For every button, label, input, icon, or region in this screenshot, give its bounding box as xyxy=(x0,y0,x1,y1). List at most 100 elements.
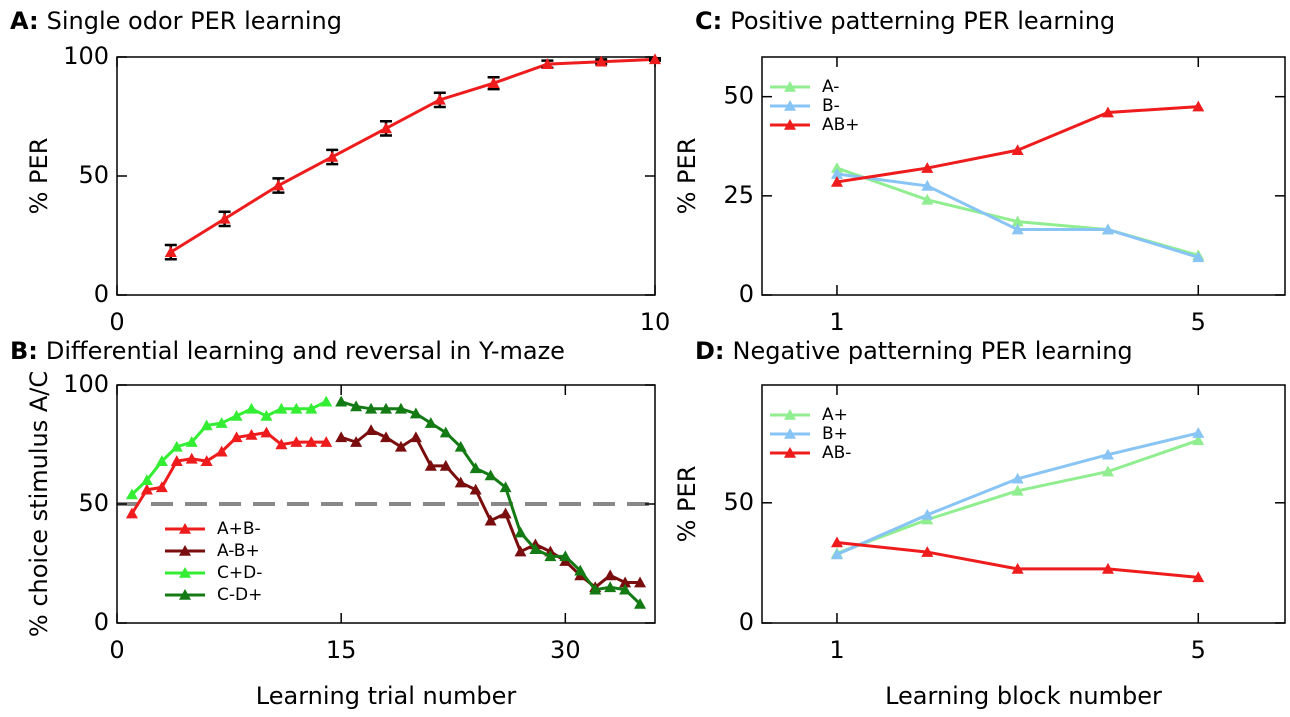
y-axis-label: % PER xyxy=(25,138,53,215)
legend-marker xyxy=(784,81,796,92)
marker xyxy=(634,597,647,609)
legend-label: AB+ xyxy=(822,115,860,135)
panel-letter: B: xyxy=(10,337,38,365)
marker xyxy=(619,576,632,588)
marker xyxy=(469,483,482,495)
marker xyxy=(830,175,843,187)
series-line xyxy=(340,428,641,590)
marker xyxy=(275,438,288,450)
panel: D: Negative patterning PER learning % PER L… xyxy=(673,337,1286,710)
marker xyxy=(326,150,339,162)
x-axis-label: Learning block number xyxy=(885,682,1162,710)
x-tick-label: 5 xyxy=(1191,308,1206,336)
marker xyxy=(424,459,437,471)
legend-marker xyxy=(784,447,796,458)
panel-title: D: Negative patterning PER learning xyxy=(695,337,1133,365)
marker xyxy=(595,55,608,67)
legend-label: AB- xyxy=(822,443,851,463)
marker xyxy=(218,212,231,224)
marker xyxy=(484,469,497,481)
legend-marker xyxy=(179,567,191,578)
marker xyxy=(380,122,392,134)
panel-letter: D: xyxy=(695,337,725,365)
panel-title: C: Positive patterning PER learning xyxy=(695,7,1115,35)
marker xyxy=(484,514,497,526)
panel: C: Positive patterning PER learning % PER 0… xyxy=(673,7,1286,336)
x-tick-label: 0 xyxy=(109,308,124,336)
legend-label: C+D- xyxy=(217,563,262,583)
marker xyxy=(514,526,527,538)
panel-letter: C: xyxy=(695,7,722,35)
marker xyxy=(170,440,183,452)
marker xyxy=(1011,215,1024,227)
marker xyxy=(200,455,213,466)
marker xyxy=(125,488,138,500)
y-tick-label: 25 xyxy=(723,181,754,209)
marker xyxy=(170,455,183,466)
marker xyxy=(305,436,318,447)
legend-marker xyxy=(179,545,191,556)
marker xyxy=(275,402,288,414)
marker xyxy=(604,581,617,593)
marker xyxy=(830,162,843,173)
marker xyxy=(245,402,258,414)
marker xyxy=(1192,251,1205,263)
marker xyxy=(380,402,392,414)
marker xyxy=(921,179,934,191)
y-axis-label: % PER xyxy=(673,466,701,543)
panel-title: B: Differential learning and reversal in … xyxy=(10,337,565,365)
y-tick-label: 50 xyxy=(723,82,754,110)
marker xyxy=(260,426,273,438)
marker xyxy=(320,436,333,447)
marker xyxy=(1101,223,1114,235)
marker xyxy=(140,483,153,495)
marker xyxy=(215,445,228,457)
marker xyxy=(365,402,378,414)
panel: A: Single odor PER learning % PER 0 50 100 0 10 xyxy=(10,7,670,336)
marker xyxy=(499,507,512,519)
x-tick-label: 10 xyxy=(640,308,671,336)
legend-marker xyxy=(784,119,796,130)
marker xyxy=(921,508,934,520)
plot-frame xyxy=(761,384,1286,624)
marker xyxy=(487,77,500,88)
marker xyxy=(230,409,243,421)
marker xyxy=(1192,100,1205,112)
legend-marker xyxy=(784,409,796,420)
marker xyxy=(1101,562,1114,574)
y-tick-label: 0 xyxy=(94,280,109,308)
y-axis-label: % choice stimulus A/C xyxy=(25,371,53,637)
legend-marker xyxy=(784,100,796,111)
marker xyxy=(559,550,572,562)
y-tick-label: 0 xyxy=(739,280,754,308)
marker xyxy=(649,53,661,65)
legend-label: A+B- xyxy=(217,519,261,539)
marker xyxy=(1011,484,1024,496)
marker xyxy=(290,402,303,414)
marker xyxy=(604,569,617,581)
marker xyxy=(1192,571,1205,583)
marker xyxy=(1011,144,1024,156)
marker xyxy=(290,436,303,447)
marker xyxy=(1192,427,1205,438)
marker xyxy=(589,583,602,595)
marker xyxy=(454,476,467,488)
y-tick-label: 50 xyxy=(723,488,754,516)
marker xyxy=(1192,434,1205,446)
marker xyxy=(1011,472,1024,484)
marker xyxy=(380,431,392,443)
marker xyxy=(185,452,198,464)
marker xyxy=(1101,448,1114,460)
y-tick-label: 0 xyxy=(94,608,109,636)
marker xyxy=(1011,562,1024,574)
marker xyxy=(164,246,177,257)
marker xyxy=(260,409,273,421)
marker xyxy=(1101,465,1114,477)
marker xyxy=(634,576,647,588)
marker xyxy=(245,428,258,440)
plot-frame xyxy=(761,56,1286,296)
legend-label: A+ xyxy=(822,405,848,425)
x-tick-label: 1 xyxy=(829,636,844,664)
series-line xyxy=(170,57,656,254)
